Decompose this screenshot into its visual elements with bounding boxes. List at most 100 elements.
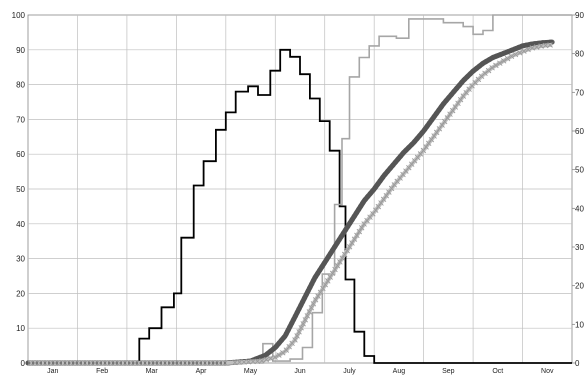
series-marker xyxy=(341,251,348,258)
series-marker xyxy=(482,70,488,77)
x-tick-label: Feb xyxy=(96,368,108,375)
series-marker xyxy=(334,262,341,269)
series-marker xyxy=(292,337,298,343)
x-tick-label: Mar xyxy=(146,368,159,375)
series-marker xyxy=(325,278,331,284)
series-marker xyxy=(436,126,443,132)
x-tick-label: Oct xyxy=(492,368,503,375)
series-marker xyxy=(312,297,319,303)
series-layer xyxy=(25,14,572,366)
series-marker xyxy=(263,356,270,363)
series-marker xyxy=(538,43,544,49)
series-marker xyxy=(232,359,238,366)
series-marker xyxy=(272,354,278,361)
series-marker xyxy=(296,329,302,335)
series-marker xyxy=(320,285,326,292)
y-tick-label: 70 xyxy=(16,115,25,124)
series-marker xyxy=(508,53,515,60)
series-marker xyxy=(529,45,536,51)
series-marker xyxy=(317,289,324,296)
series-line xyxy=(28,48,572,364)
series-marker xyxy=(388,185,395,192)
series-marker xyxy=(489,65,495,71)
y-tick-label: 30 xyxy=(16,255,25,264)
series-marker xyxy=(485,67,492,74)
y-tick-label: 60 xyxy=(16,150,25,159)
x-tick-label: Apr xyxy=(196,368,208,375)
x-tick-label: May xyxy=(244,368,258,375)
series-marker xyxy=(280,350,286,356)
grid-layer xyxy=(27,14,573,364)
x-tick-label: Jan xyxy=(47,368,58,375)
y2-tick-label: 20 xyxy=(575,282,584,291)
y2-tick-label: 70 xyxy=(575,88,584,97)
series-marker xyxy=(380,196,387,203)
y-tick-label: 90 xyxy=(16,46,25,55)
series-marker xyxy=(433,129,440,136)
series-marker xyxy=(375,203,382,210)
y2-tick-label: 90 xyxy=(575,11,584,20)
y2-tick-label: 10 xyxy=(575,320,584,329)
y-tick-label: 20 xyxy=(16,289,25,298)
x-tick-label: Jun xyxy=(294,368,305,375)
series-marker xyxy=(294,333,300,339)
series-marker xyxy=(304,313,311,319)
series-marker xyxy=(425,140,432,147)
axis-layer: 0 10 20 30 40 50 60 70 80 90 100 0 10 20 30 40 50 60 70 80 9… xyxy=(12,11,584,375)
series-marker xyxy=(525,46,531,53)
series-marker xyxy=(383,192,390,199)
series-marker xyxy=(542,42,549,49)
series-marker xyxy=(547,42,553,48)
y2-tick-label: 0 xyxy=(575,359,580,368)
x-tick-label: July xyxy=(343,368,356,375)
series-step-black xyxy=(28,48,572,364)
series-marker xyxy=(339,255,346,261)
series-marker xyxy=(493,62,499,69)
series-marker xyxy=(354,232,360,239)
y-tick-label: 50 xyxy=(16,185,25,194)
series-marker xyxy=(300,321,306,327)
series-marker xyxy=(516,50,523,56)
series-marker xyxy=(344,247,350,254)
series-marker xyxy=(329,270,336,277)
y-tick-label: 40 xyxy=(16,220,25,229)
series-line-beads xyxy=(25,39,555,366)
series-marker xyxy=(500,58,507,64)
y2-tick-label: 30 xyxy=(575,243,584,252)
series-marker xyxy=(322,281,329,288)
x-tick-label: Sep xyxy=(442,368,455,375)
x-tick-label: Aug xyxy=(393,368,406,375)
series-marker xyxy=(308,305,315,311)
series-marker xyxy=(457,96,464,103)
series-step-gray xyxy=(28,14,572,364)
series-marker xyxy=(420,147,427,154)
series-marker xyxy=(428,136,435,143)
series-marker xyxy=(504,55,511,62)
x-tick-label: Nov xyxy=(541,368,554,375)
series-marker xyxy=(452,104,459,110)
series-marker xyxy=(431,133,437,139)
series-marker xyxy=(378,200,384,206)
series-marker xyxy=(267,355,274,362)
series-marker xyxy=(370,211,376,217)
series-marker xyxy=(254,358,261,365)
series-marker xyxy=(315,293,321,299)
y2-tick-label: 40 xyxy=(575,204,584,213)
y2-tick-label: 60 xyxy=(575,127,584,136)
y-tick-label: 10 xyxy=(16,324,25,333)
series-marker xyxy=(497,60,503,66)
series-marker xyxy=(306,309,313,315)
series-marker xyxy=(337,259,343,265)
series-marker xyxy=(346,244,353,250)
y-tick-label: 0 xyxy=(21,359,26,368)
series-marker xyxy=(245,359,252,365)
series-marker xyxy=(259,357,265,364)
series-marker xyxy=(441,118,448,125)
series-marker xyxy=(447,111,453,117)
y2-tick-label: 80 xyxy=(575,50,584,59)
y-tick-label: 100 xyxy=(12,11,26,20)
series-thick-dark xyxy=(25,39,555,366)
series-line xyxy=(28,42,553,365)
series-marker xyxy=(521,48,527,54)
series-light-markers xyxy=(28,42,553,366)
